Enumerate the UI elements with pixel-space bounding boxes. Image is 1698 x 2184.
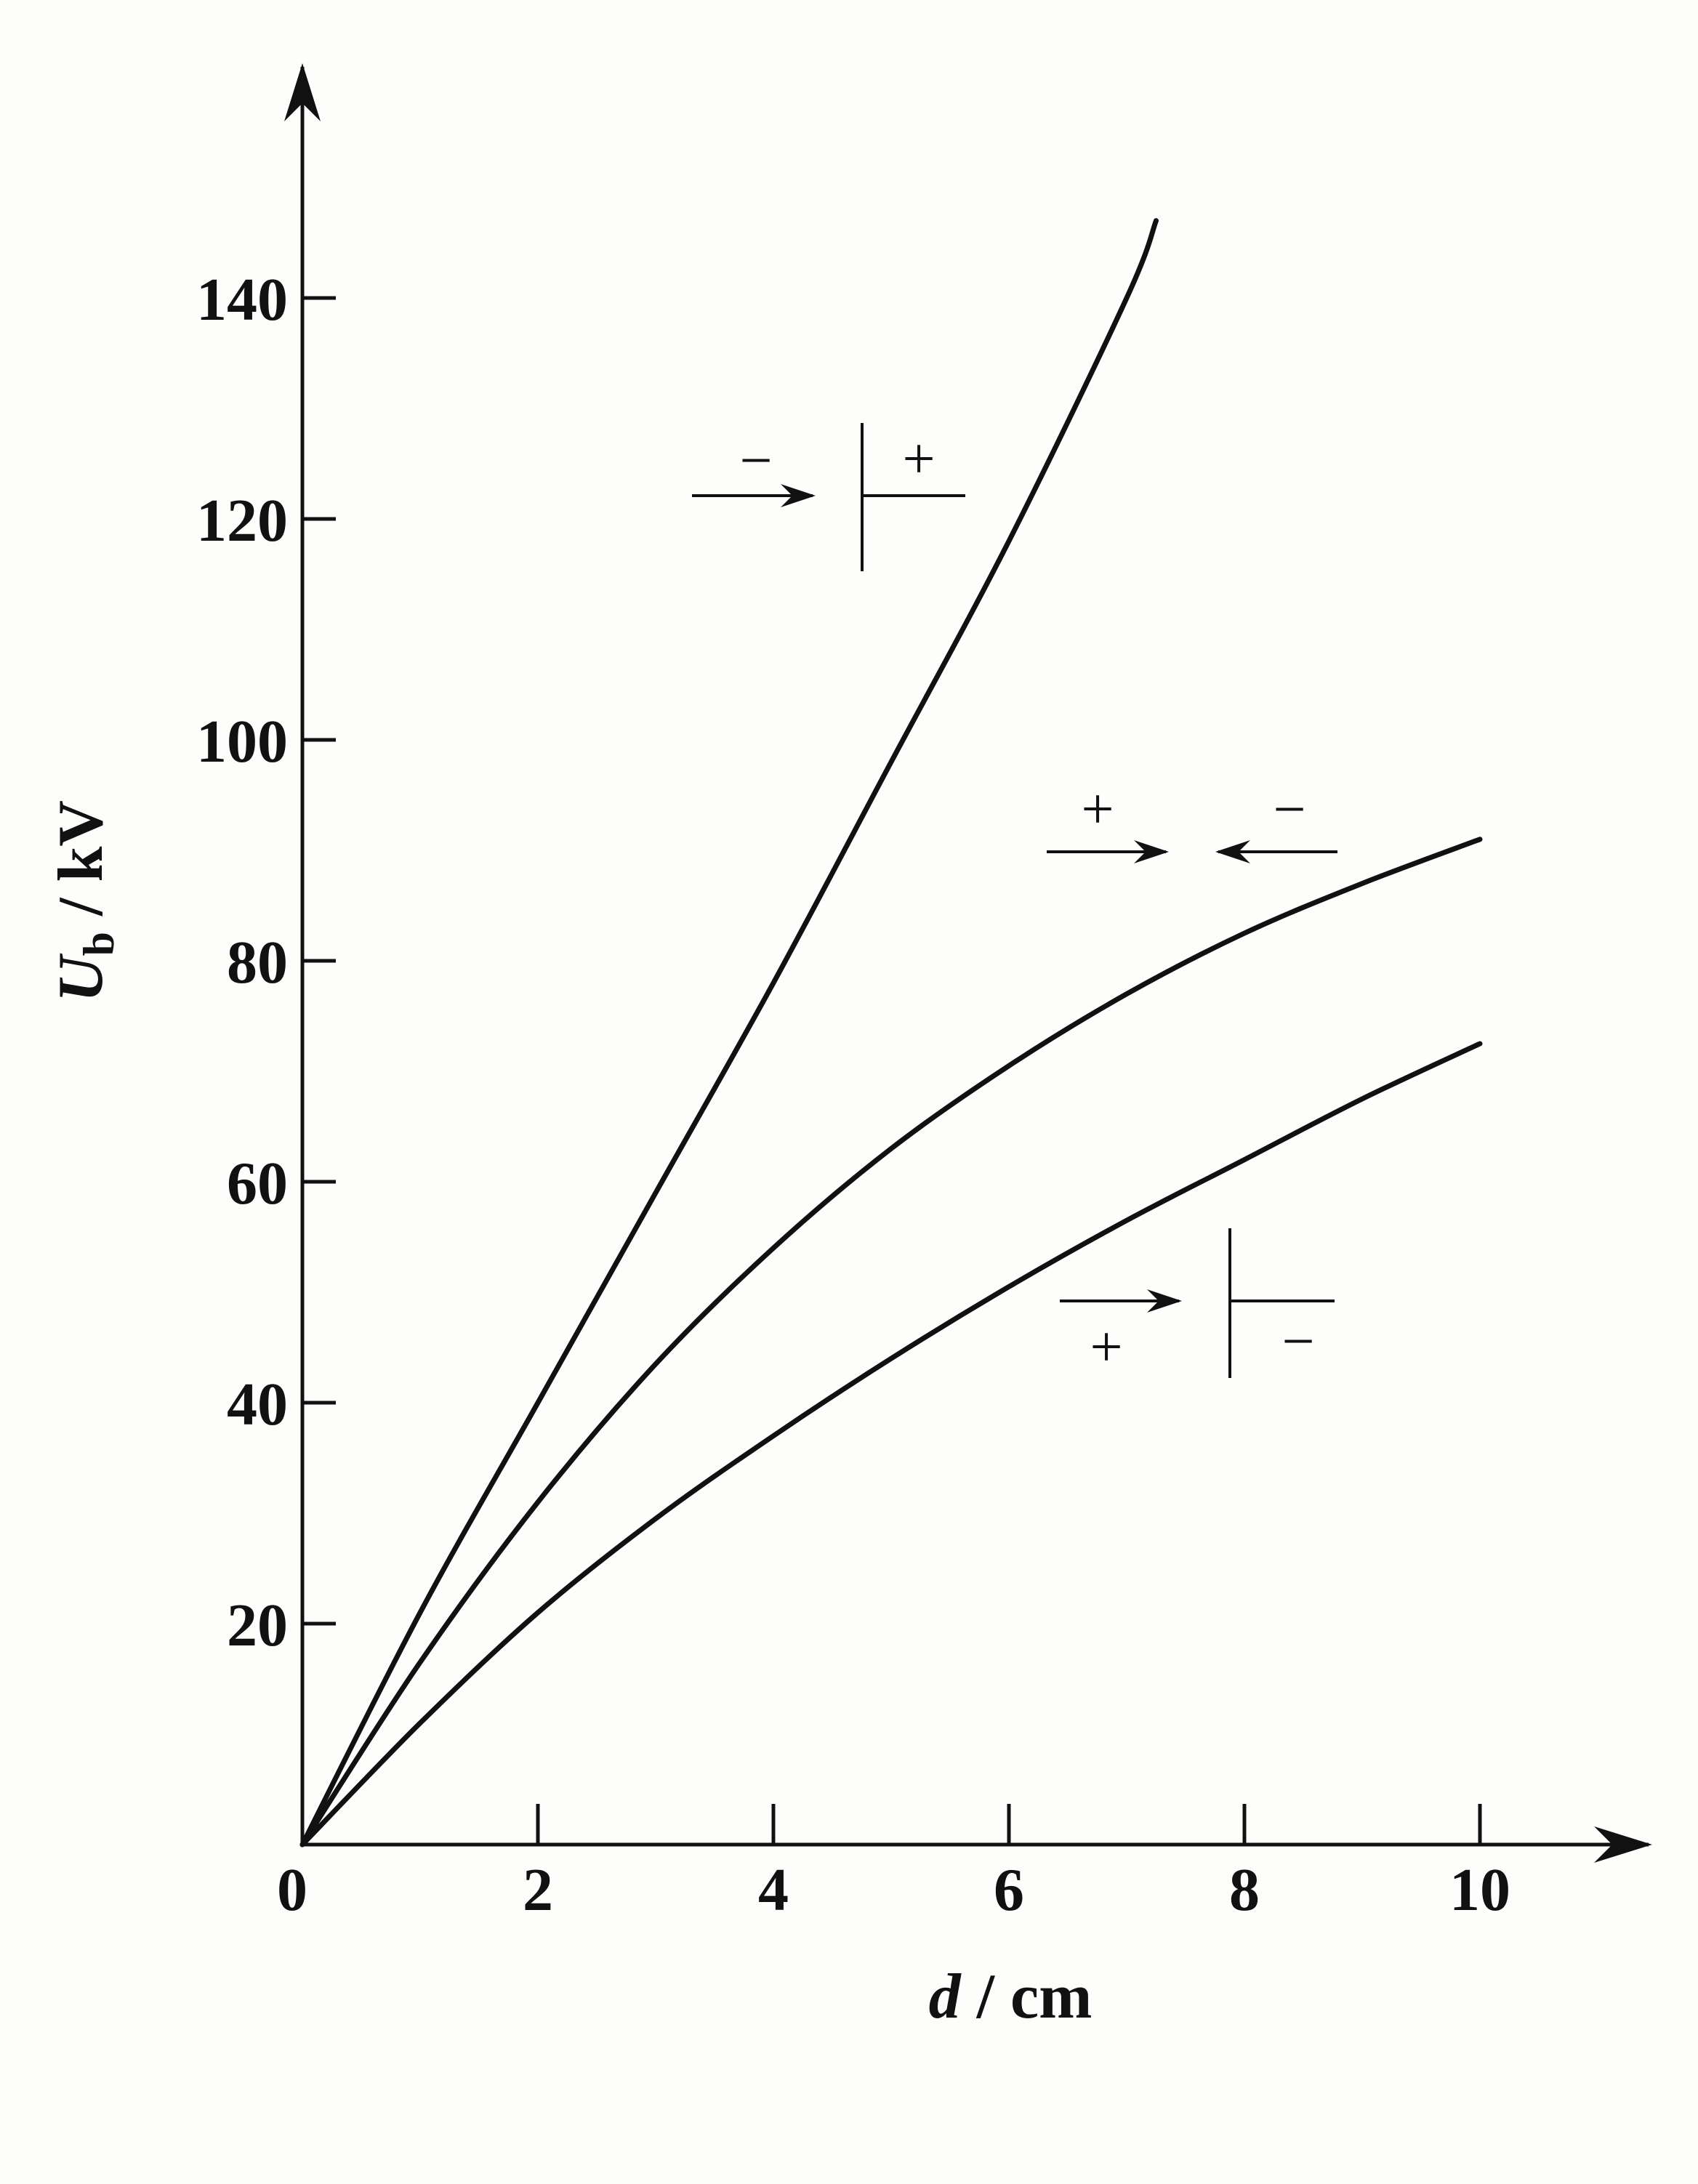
x-axis-label: d / cm (929, 1962, 1093, 2032)
x-tick-label: 8 (1229, 1856, 1260, 1924)
y-tick-label: 40 (227, 1371, 288, 1438)
annotation-3-sign-left: + (1090, 1315, 1122, 1379)
x-tick-label: 6 (994, 1856, 1024, 1924)
annotation-3-sign-right: − (1281, 1310, 1314, 1374)
annotation-2-sign-left: + (1081, 778, 1114, 842)
y-tick-label: 140 (196, 266, 288, 334)
y-ticks: 20 40 60 80 100 120 140 (196, 266, 336, 1659)
y-tick-label: 80 (227, 929, 288, 996)
annotation-1-sign-left: − (739, 429, 772, 493)
y-tick-label: 120 (196, 487, 288, 555)
annotation-1-sign-right: + (902, 427, 935, 491)
annotation-2-sign-right: − (1273, 778, 1305, 842)
x-tick-label: 10 (1449, 1856, 1510, 1924)
x-tick-label: 4 (758, 1856, 789, 1924)
x-ticks: 0 2 4 6 8 10 (277, 1804, 1510, 1924)
series-layer (299, 218, 1483, 1847)
y-tick-label: 20 (227, 1592, 288, 1659)
y-tick-label: 100 (196, 708, 288, 775)
polarity-annotation-3: + − (1060, 1228, 1335, 1379)
polarity-annotation-2: + − (1047, 778, 1337, 863)
series-line-3 (299, 1041, 1483, 1847)
polarity-annotation-1: − + (692, 423, 965, 571)
x-tick-label: 2 (523, 1856, 553, 1924)
series-line-1 (299, 218, 1159, 1847)
x-tick-label: 0 (277, 1856, 307, 1924)
y-tick-label: 60 (227, 1150, 288, 1217)
series-line-2 (299, 837, 1483, 1847)
y-axis-label: Ub / kV (46, 800, 123, 1002)
